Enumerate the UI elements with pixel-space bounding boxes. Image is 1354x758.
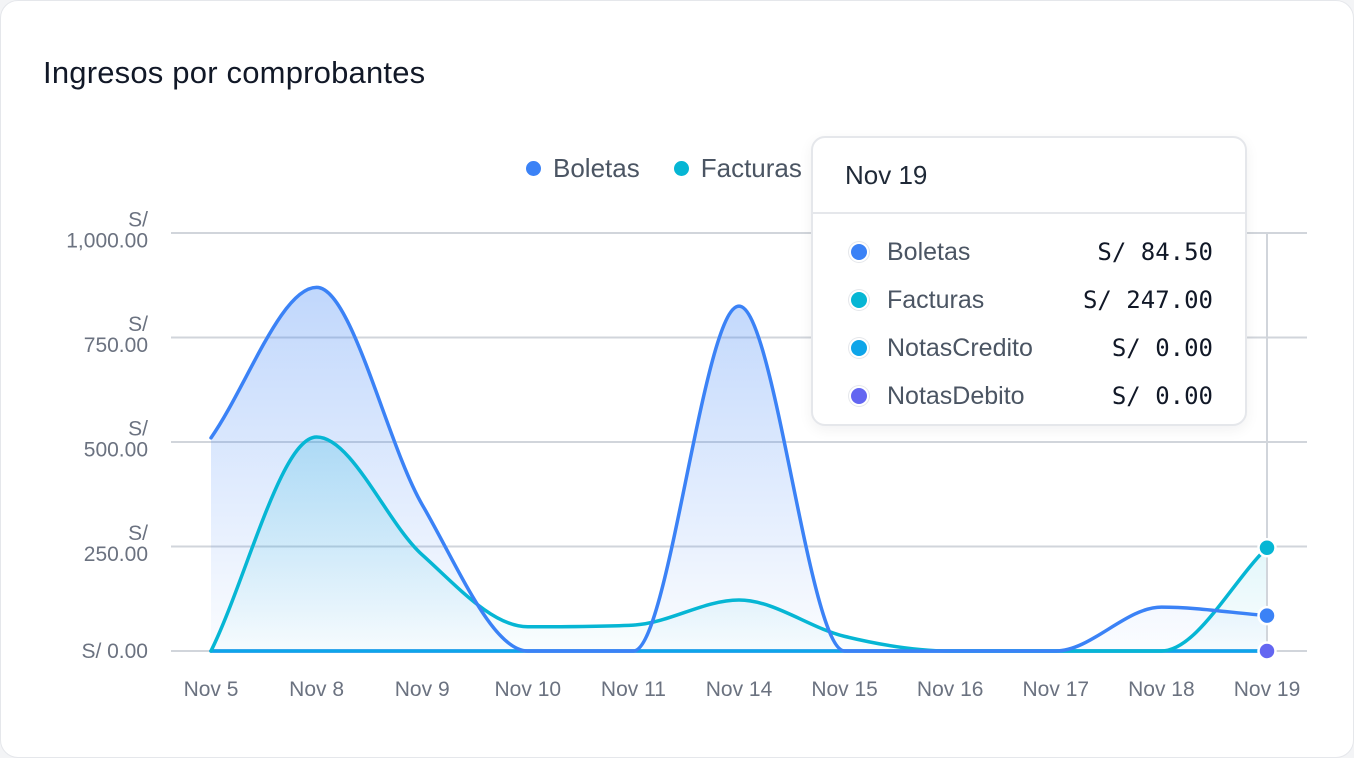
x-tick-label: Nov 9	[395, 678, 450, 701]
x-tick-label: Nov 19	[1234, 678, 1301, 701]
y-tick-label: S/250.00	[84, 522, 148, 566]
legend-item-facturas[interactable]: Facturas	[673, 153, 802, 184]
tooltip-series-name: Boletas	[887, 237, 971, 266]
legend-dot-icon	[673, 161, 689, 176]
tooltip-series-value: S/ 0.00	[1111, 334, 1213, 362]
tooltip-series-name: Facturas	[887, 285, 985, 314]
active-point-facturas[interactable]	[1257, 538, 1277, 558]
x-tick-label: Nov 14	[706, 678, 773, 701]
y-tick-label: S/750.00	[84, 313, 148, 357]
series-dot-icon	[851, 388, 867, 404]
y-tick-label: S/ 0.00	[81, 640, 148, 663]
tooltip-date: Nov 19	[813, 138, 1245, 214]
x-tick-label: Nov 10	[495, 678, 562, 701]
series-dot-icon	[851, 340, 867, 356]
x-tick-label: Nov 5	[184, 678, 239, 701]
legend-label: Facturas	[700, 153, 802, 183]
y-tick-label: S/500.00	[84, 418, 148, 462]
card-title: Ingresos por comprobantes	[43, 55, 426, 90]
tooltip-row-notascredito: NotasCredito S/ 0.00	[813, 324, 1245, 372]
legend-item-boletas[interactable]: Boletas	[526, 153, 640, 184]
x-tick-label: Nov 18	[1128, 678, 1195, 701]
line-facturas[interactable]	[209, 435, 1269, 653]
x-tick-label: Nov 11	[601, 678, 666, 701]
tooltip-series-value: S/ 84.50	[1097, 238, 1213, 266]
active-point-boletas[interactable]	[1257, 605, 1277, 626]
active-point-notasdebito[interactable]	[1257, 641, 1277, 661]
line-boletas[interactable]	[209, 285, 1269, 653]
series-dot-icon	[851, 292, 867, 308]
y-tick-label: S/1,000.00	[66, 209, 148, 253]
tooltip-series-name: NotasCredito	[887, 333, 1033, 362]
tooltip-row-notasdebito: NotasDebito S/ 0.00	[813, 372, 1245, 420]
tooltip-row-boletas: Boletas S/ 84.50	[813, 228, 1245, 276]
tooltip-series-name: NotasDebito	[887, 381, 1025, 410]
chart-tooltip: Nov 19 Boletas S/ 84.50 Facturas S/ 247.…	[811, 136, 1247, 426]
legend-label: Boletas	[553, 153, 640, 183]
x-tick-label: Nov 17	[1023, 678, 1090, 701]
x-tick-label: Nov 15	[811, 678, 878, 701]
series-dot-icon	[851, 244, 867, 260]
tooltip-row-facturas: Facturas S/ 247.00	[813, 276, 1245, 324]
tooltip-series-value: S/ 0.00	[1111, 382, 1213, 410]
legend-dot-icon	[526, 161, 541, 176]
tooltip-series-value: S/ 247.00	[1082, 286, 1213, 314]
chart-legend: Boletas Facturas	[526, 153, 802, 184]
x-tick-label: Nov 8	[289, 678, 344, 701]
area-boletas	[211, 287, 1267, 651]
x-tick-label: Nov 16	[917, 678, 984, 701]
